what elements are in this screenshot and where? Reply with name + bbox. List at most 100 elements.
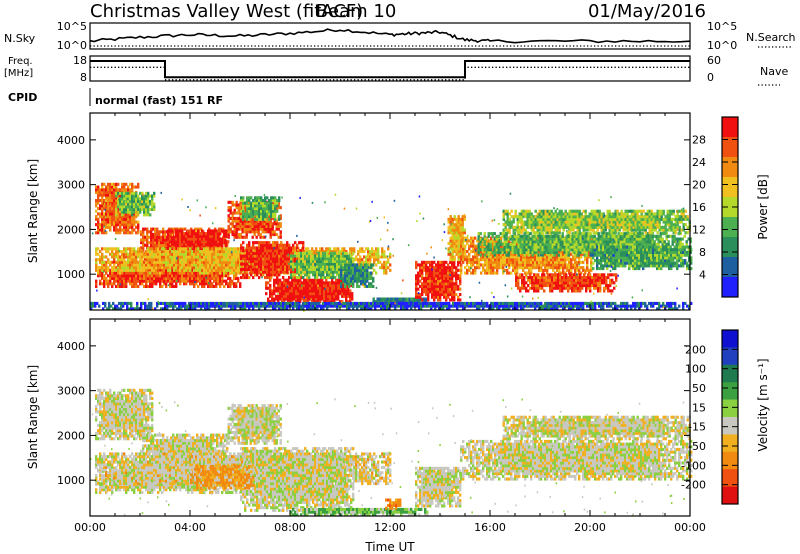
heatmap-cell	[163, 279, 166, 283]
heatmap-cell	[103, 215, 106, 219]
heatmap-cell	[169, 263, 172, 267]
heatmap-cell	[309, 250, 312, 254]
heatmap-cell	[213, 276, 216, 280]
heatmap-cell	[145, 191, 148, 195]
heatmap-cell	[177, 250, 180, 254]
heatmap-cell	[211, 271, 214, 275]
heatmap-cell	[231, 224, 234, 228]
heatmap-cell	[219, 252, 222, 256]
heatmap-cell	[171, 234, 174, 238]
heatmap-cell	[256, 207, 259, 211]
heatmap-cell	[245, 219, 248, 223]
heatmap-cell	[225, 263, 228, 267]
heatmap-cell	[156, 227, 159, 231]
heatmap-cell	[237, 203, 240, 207]
heatmap-cell	[257, 227, 260, 231]
heatmap-cell	[187, 229, 190, 233]
heatmap-cell	[225, 258, 228, 262]
heatmap-cell	[171, 263, 174, 267]
heatmap-cell	[117, 266, 120, 270]
heatmap-cell	[99, 228, 102, 232]
heatmap-cell	[183, 255, 186, 259]
heatmap-cell	[99, 212, 102, 216]
heatmap-cell	[151, 255, 154, 259]
heatmap-cell	[137, 276, 140, 280]
heatmap-cell	[294, 273, 297, 277]
heatmap-cell	[107, 182, 110, 186]
heatmap-cell	[127, 274, 130, 278]
heatmap-cell	[99, 279, 102, 283]
heatmap-cell	[191, 234, 194, 238]
heatmap-cell	[265, 216, 268, 220]
heatmap-cell	[155, 271, 158, 275]
heatmap-cell	[131, 194, 134, 198]
heatmap-cell	[203, 271, 206, 275]
heatmap-cell	[131, 202, 134, 206]
heatmap-cell	[145, 199, 148, 203]
heatmap-cell	[127, 205, 130, 209]
heatmap-cell	[105, 250, 108, 254]
heatmap-cell	[258, 212, 261, 216]
heatmap-cell	[242, 196, 245, 200]
heatmap-cell	[246, 209, 249, 213]
heatmap-cell	[254, 201, 257, 205]
heatmap-cell	[125, 212, 128, 216]
heatmap-cell	[129, 271, 132, 275]
heatmap-cell	[173, 252, 176, 256]
heatmap-cell	[189, 276, 192, 280]
heatmap-cell	[265, 292, 268, 296]
heatmap-cell	[125, 250, 128, 254]
heatmap-cell	[215, 282, 218, 286]
heatmap-cell	[133, 255, 136, 259]
heatmap-cell	[246, 251, 249, 255]
heatmap-cell	[95, 185, 98, 189]
heatmap-cell	[161, 271, 164, 275]
heatmap-cell	[146, 227, 149, 231]
heatmap-cell	[127, 220, 130, 224]
heatmap-cell	[193, 258, 196, 262]
heatmap-cell	[201, 282, 204, 286]
heatmap-cell	[119, 258, 122, 262]
heatmap-cell	[177, 258, 180, 262]
heatmap-cell	[169, 255, 172, 259]
heatmap-cell	[185, 240, 188, 244]
heatmap-cell	[109, 204, 112, 208]
heatmap-cell	[105, 207, 108, 211]
heatmap-cell	[433, 298, 436, 302]
heatmap-cell	[135, 185, 138, 189]
heatmap-cell	[367, 255, 370, 259]
heatmap-cell	[349, 252, 352, 256]
heatmap-cell	[113, 263, 116, 267]
nsearch-tick-bottom: 10^0	[707, 39, 737, 52]
heatmap-cell	[129, 231, 132, 235]
heatmap-cell	[240, 270, 243, 274]
heatmap-cell	[221, 260, 224, 264]
heatmap-cell	[170, 227, 173, 231]
heatmap-cell	[244, 259, 247, 263]
heatmap-cell	[227, 263, 230, 267]
heatmap-cell	[105, 247, 108, 251]
heatmap-cell	[379, 260, 382, 264]
heatmap-cell	[103, 274, 106, 278]
heatmap-cell	[101, 225, 104, 229]
heatmap-cell	[127, 258, 130, 262]
heatmap-cell	[137, 255, 140, 259]
heatmap-cell	[195, 237, 198, 241]
nsearch-tick-top: 10^5	[707, 20, 737, 33]
heatmap-cell	[179, 234, 182, 238]
heatmap-cell	[211, 266, 214, 270]
heatmap-cell	[111, 212, 114, 216]
heatmap-cell	[171, 255, 174, 259]
heatmap-cell	[137, 207, 140, 211]
heatmap-cell	[235, 276, 238, 280]
heatmap-cell	[123, 276, 126, 280]
heatmap-cell	[107, 260, 110, 264]
heatmap-cell	[125, 276, 128, 280]
heatmap-cell	[157, 255, 160, 259]
heatmap-cell	[231, 266, 234, 270]
heatmap-cell	[357, 252, 360, 256]
heatmap-cell	[193, 268, 196, 272]
heatmap-cell	[207, 237, 210, 241]
heatmap-cell	[175, 266, 178, 270]
